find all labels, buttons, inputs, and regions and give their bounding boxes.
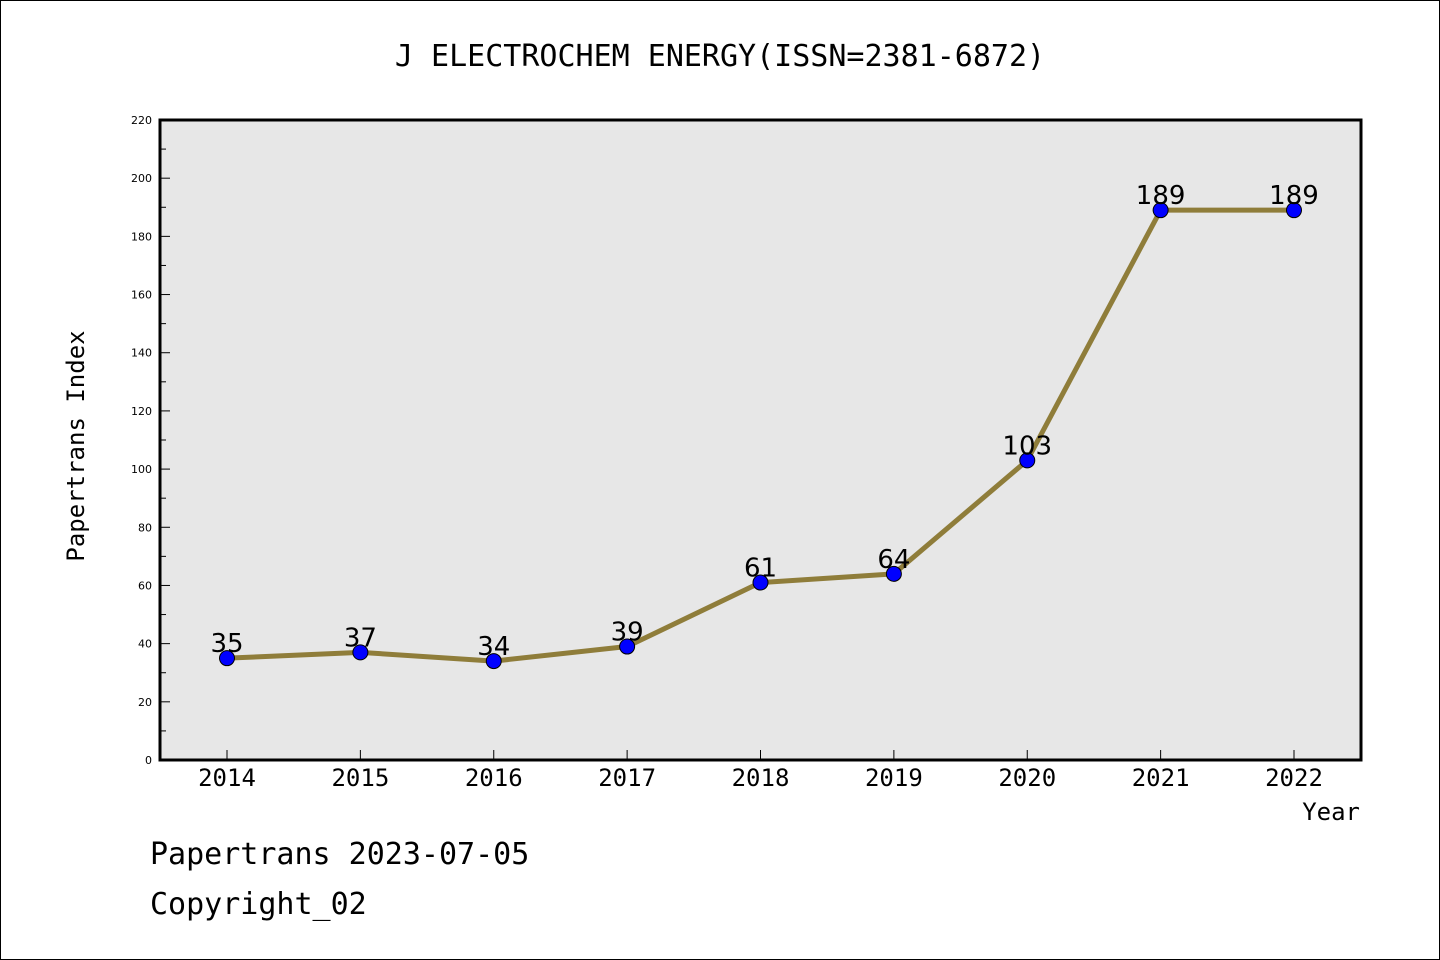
data-label: 103	[1002, 431, 1052, 461]
data-points	[219, 202, 1302, 670]
x-axis-ticks: 2014 2015 2016 2017 2018 2019 2020 2021 2022	[198, 750, 1323, 792]
data-labels: 35 37 34 39 61 64 103 189 189	[210, 181, 1318, 662]
data-point	[1019, 452, 1036, 469]
y-tick-label: 160	[131, 289, 152, 302]
y-tick-label: 0	[145, 754, 152, 767]
x-axis-label: Year	[1302, 798, 1360, 826]
x-tick-label: 2019	[865, 764, 923, 792]
y-tick-label: 80	[138, 521, 152, 534]
x-tick-label: 2015	[331, 764, 389, 792]
y-tick-label: 20	[138, 696, 152, 709]
data-point	[1152, 202, 1169, 219]
x-tick-label: 2014	[198, 764, 256, 792]
x-tick-label: 2017	[598, 764, 656, 792]
data-point	[352, 644, 369, 661]
data-point	[485, 653, 502, 670]
data-point	[885, 565, 902, 582]
data-label: 64	[877, 545, 910, 575]
y-tick-label: 220	[131, 114, 152, 127]
y-tick-label: 100	[131, 463, 152, 476]
data-label: 189	[1136, 181, 1186, 211]
y-tick-label: 180	[131, 230, 152, 243]
footer-copyright: Copyright_02	[150, 887, 367, 922]
data-point	[1286, 202, 1302, 219]
data-point	[619, 638, 636, 655]
data-point	[752, 574, 769, 591]
plot-area	[158, 118, 1363, 762]
chart-title: J ELECTROCHEM ENERGY(ISSN=2381-6872)	[395, 39, 1045, 74]
y-tick-label: 60	[138, 579, 152, 592]
data-label: 61	[744, 554, 777, 584]
y-axis-label: Papertrans Index	[62, 330, 90, 561]
footer-date: Papertrans 2023-07-05	[150, 837, 529, 872]
data-point	[219, 650, 235, 667]
y-axis-ticks: 0 20 40 60 80 100 120 140 160 180 200 220	[131, 114, 170, 767]
y-tick-label: 120	[131, 405, 152, 418]
y-tick-label: 40	[138, 638, 152, 651]
data-label: 189	[1269, 181, 1319, 211]
x-tick-label: 2016	[465, 764, 523, 792]
x-tick-label: 2020	[998, 764, 1056, 792]
x-tick-label: 2022	[1265, 764, 1323, 792]
y-tick-label: 140	[131, 347, 152, 360]
data-label: 39	[611, 618, 644, 648]
data-label: 34	[477, 632, 510, 662]
y-tick-label: 200	[131, 172, 152, 185]
data-label: 37	[344, 623, 377, 653]
x-tick-label: 2018	[732, 764, 790, 792]
x-tick-label: 2021	[1132, 764, 1190, 792]
data-label: 35	[210, 629, 243, 659]
